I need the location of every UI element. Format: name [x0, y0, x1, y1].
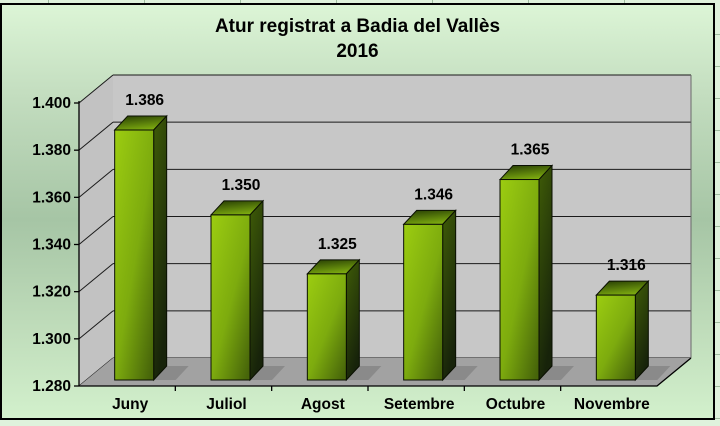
- bar-octubre: [499, 179, 540, 381]
- gridline-side-1.340: [78, 216, 114, 245]
- spreadsheet-edge-right: [715, 3, 720, 426]
- category-label-setembre: Setembre: [384, 396, 455, 413]
- bar-novembre: [595, 294, 636, 381]
- bar-side-setembre: [442, 209, 457, 382]
- value-axis-label-1.380: 1.380: [32, 142, 71, 159]
- gridline-side-1.380: [78, 121, 114, 151]
- bar-shadow-novembre: [635, 366, 671, 380]
- bar-side-agost: [345, 258, 360, 382]
- gridline-side-1.300: [78, 310, 114, 340]
- category-label-juliol: Juliol: [206, 396, 246, 413]
- bar-side-octubre: [538, 164, 553, 382]
- data-label-juny: 1.386: [125, 92, 164, 109]
- bar-side-juliol: [249, 199, 264, 382]
- bar-shadow-setembre: [442, 366, 478, 380]
- category-label-agost: Agost: [301, 396, 345, 413]
- bar-shadow-juny: [153, 366, 189, 380]
- data-label-novembre: 1.316: [607, 257, 646, 274]
- bar-shadow-juliol: [250, 366, 285, 380]
- spreadsheet-edge-top: [0, 0, 720, 3]
- value-axis-label-1.360: 1.360: [32, 189, 71, 206]
- bar-setembre: [403, 223, 444, 381]
- category-label-octubre: Octubre: [486, 396, 546, 413]
- bar-side-novembre: [634, 279, 649, 382]
- bar-shadow-octubre: [539, 366, 574, 380]
- bar-shadow-agost: [346, 366, 382, 380]
- gridline-side-1.360: [78, 168, 114, 198]
- value-axis-label-1.400: 1.400: [32, 95, 71, 112]
- data-label-octubre: 1.365: [511, 142, 550, 159]
- chart-title-block: Atur registrat a Badia del Vallès 2016: [2, 15, 713, 64]
- value-axis-label-1.320: 1.320: [32, 284, 71, 301]
- gridline-side-1.320: [78, 263, 114, 293]
- category-label-novembre: Novembre: [574, 396, 650, 413]
- chart-title: Atur registrat a Badia del Vallès: [214, 16, 501, 37]
- category-label-juny: Juny: [112, 396, 149, 413]
- data-label-agost: 1.325: [318, 236, 357, 253]
- bar-juliol: [210, 214, 251, 381]
- data-label-juliol: 1.350: [222, 177, 261, 194]
- value-axis-label-1.340: 1.340: [32, 237, 71, 254]
- value-axis-label-1.280: 1.280: [32, 378, 71, 395]
- data-label-setembre: 1.346: [414, 186, 453, 203]
- bar-side-juny: [153, 114, 168, 382]
- spreadsheet-edge-bottom: [0, 420, 715, 426]
- chart-subtitle: 2016: [336, 41, 379, 62]
- value-axis-label-1.300: 1.300: [32, 331, 71, 348]
- bar-agost: [306, 273, 347, 381]
- gridline-side-1.400: [78, 74, 114, 104]
- bar-juny: [114, 129, 155, 381]
